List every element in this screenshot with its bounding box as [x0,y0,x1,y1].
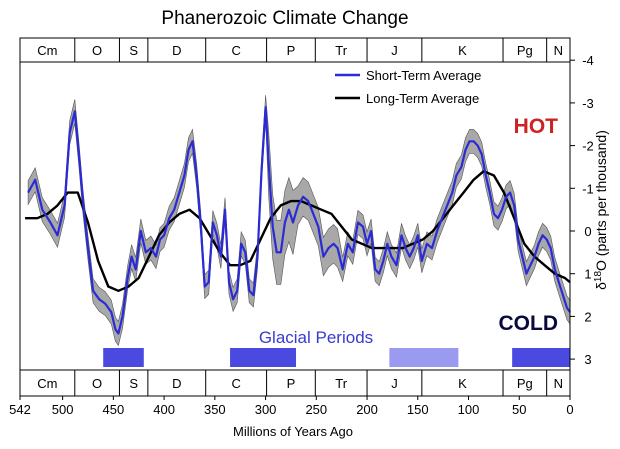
y-tick-label: -2 [582,139,594,154]
period-label-bottom: J [391,376,398,391]
x-tick-label: 200 [356,402,378,417]
period-label-top: Tr [335,43,347,58]
period-label-top: C [231,43,240,58]
plot-frame [19,37,571,397]
period-label-top: J [391,43,398,58]
x-tick-label: 100 [458,402,480,417]
legend: Short-Term Average Long-Term Average [335,68,481,106]
period-label-top: O [92,43,102,58]
legend-label: Long-Term Average [366,91,479,106]
period-label-top: P [287,43,296,58]
period-label-bottom: P [287,376,296,391]
y-tick-label: -4 [582,53,594,68]
x-axis-title: Millions of Years Ago [233,424,353,439]
period-label-bottom: S [129,376,138,391]
series-line-short-term-average [27,106,571,335]
y-tick-label: 3 [584,352,591,367]
x-tick-label: 50 [512,402,526,417]
x-tick-label: 500 [52,402,74,417]
x-tick-label: 150 [407,402,429,417]
x-tick-label: 350 [204,402,226,417]
axes: 542 500 450 400 350 300 250 200 150 100 50 03210-1-… [9,37,594,417]
period-label-top: Cm [37,43,57,58]
glacial-bars [103,348,570,367]
series-lines [25,106,571,335]
x-tick-label: 300 [255,402,277,417]
y-axis-title: δ18O (parts per thousand) [593,130,609,290]
y-tick-label: -1 [582,181,594,196]
period-label-top: S [129,43,138,58]
hot-annotation: HOT [514,115,559,138]
period-label-top: D [172,43,181,58]
period-label-bottom: C [231,376,240,391]
period-label-top: K [458,43,467,58]
period-label-top: Pg [517,43,533,58]
cold-annotation: COLD [499,312,559,335]
period-label-bottom: O [92,376,102,391]
period-bands: Cm Cm O O S S D D C C P P Tr Tr J J K K Pg Pg N N [37,38,563,396]
y-tick-label: 1 [584,267,591,282]
glacial-period-bar [230,348,297,367]
period-label-bottom: Tr [335,376,347,391]
period-label-bottom: D [172,376,181,391]
y-tick-label: 2 [584,309,591,324]
x-tick-label: 250 [305,402,327,417]
period-label-bottom: K [458,376,467,391]
chart-title: Phanerozoic Climate Change [161,8,408,29]
legend-label: Short-Term Average [366,68,481,83]
period-label-bottom: Pg [517,376,533,391]
x-tick-label: 450 [103,402,125,417]
y-tick-label: -3 [582,96,594,111]
x-tick-label: 400 [153,402,175,417]
period-label-bottom: Cm [37,376,57,391]
glacial-period-bar [103,348,144,367]
glacial-period-bar [389,348,459,367]
x-tick-label: 0 [566,402,573,417]
period-label-top: N [554,43,563,58]
x-tick-label: 542 [9,402,31,417]
period-label-bottom: N [554,376,563,391]
glacial-periods-label: Glacial Periods [259,328,373,347]
glacial-period-bar [512,348,570,367]
y-tick-label: 0 [584,224,591,239]
